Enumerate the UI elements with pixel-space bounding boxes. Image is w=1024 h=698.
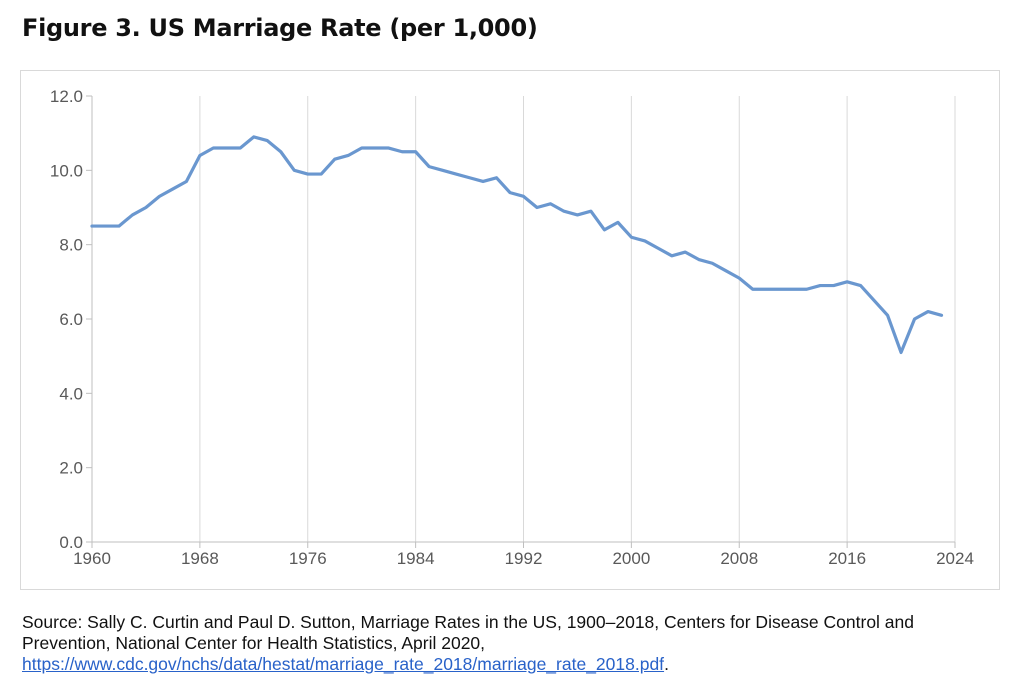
axes [86, 96, 955, 548]
x-tick-label: 2016 [828, 549, 866, 568]
y-tick-label: 12.0 [50, 87, 83, 106]
line-chart: 0.02.04.06.08.010.012.0 1960 1968 1976 1984… [21, 71, 999, 589]
x-tick-label: 2008 [720, 549, 758, 568]
y-tick-labels: 0.02.04.06.08.010.012.0 [50, 87, 83, 552]
x-tick-label: 2024 [936, 549, 974, 568]
chart-title: Figure 3. US Marriage Rate (per 1,000) [22, 14, 538, 42]
x-tick-label: 2000 [612, 549, 650, 568]
y-tick-label: 6.0 [59, 310, 83, 329]
y-tick-label: 4.0 [59, 384, 83, 403]
x-tick-label: 1968 [181, 549, 219, 568]
x-tick-labels: 1960 1968 1976 1984 1992 2000 2008 2016 2024 [73, 549, 974, 568]
y-tick-label: 2.0 [59, 459, 83, 478]
x-tick-label: 1976 [289, 549, 327, 568]
source-text: Source: Sally C. Curtin and Paul D. Sutt… [22, 612, 914, 653]
y-tick-label: 10.0 [50, 161, 83, 180]
x-tick-label: 1960 [73, 549, 111, 568]
grid-lines [92, 96, 955, 542]
series-line [92, 137, 942, 353]
source-note: Source: Sally C. Curtin and Paul D. Sutt… [22, 612, 1007, 675]
source-link[interactable]: https://www.cdc.gov/nchs/data/hestat/mar… [22, 654, 664, 674]
data-points [90, 135, 943, 354]
chart-area: 0.0 2.0 4.0 6.0 8.0 10.0 12.0 1960 1968 1976 1984… [20, 70, 1000, 590]
y-tick-label: 8.0 [59, 236, 83, 255]
source-end: . [664, 654, 669, 674]
series-layer [92, 137, 942, 353]
x-tick-label: 1984 [397, 549, 435, 568]
x-tick-label: 1992 [505, 549, 543, 568]
